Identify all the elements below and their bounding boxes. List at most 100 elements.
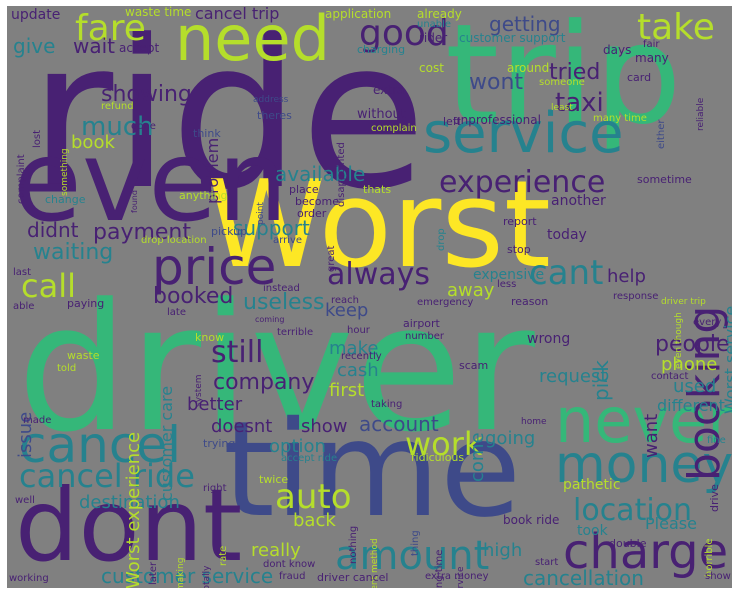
word-totally: totally <box>202 565 212 588</box>
word-long-time: long time <box>434 549 445 588</box>
word-many: many <box>635 51 669 65</box>
word-book-ride: book ride <box>503 513 560 527</box>
word-ridiculous: ridiculous <box>411 451 465 464</box>
word-option: option <box>269 436 326 457</box>
word-expensive: expensive <box>473 267 545 283</box>
word-keep: keep <box>325 300 369 321</box>
word-give: give <box>13 34 56 58</box>
word-need: need <box>175 6 330 75</box>
word-another: another <box>551 193 606 209</box>
word-place: place <box>289 183 319 196</box>
word-every: every <box>693 317 722 328</box>
word-please: Please <box>645 514 697 533</box>
word-stop: stop <box>507 243 531 256</box>
word-waiting: waiting <box>33 240 114 265</box>
word-worst-service: Worst service <box>721 305 732 414</box>
word-scam: scam <box>459 359 489 372</box>
word-make: make <box>329 338 379 359</box>
word-customer-support: customer support <box>459 31 566 45</box>
word-double: double <box>609 537 647 550</box>
word-much: much <box>81 112 154 142</box>
word-cancel-trip: cancel trip <box>195 6 280 23</box>
word-theres: theres <box>257 109 292 122</box>
word-complaint: complaint <box>16 154 27 204</box>
word-experience: experience <box>439 165 606 200</box>
word-rate: rate <box>218 545 229 566</box>
word-taking: taking <box>371 399 403 410</box>
word-accept-ride: accept ride <box>281 453 338 464</box>
word-still: still <box>211 335 264 370</box>
word-support: support <box>233 216 310 240</box>
word-lost: lost <box>32 129 43 148</box>
word-reliable: reliable <box>696 97 706 131</box>
word-available: available <box>275 162 366 186</box>
word-show: show <box>301 416 348 437</box>
word-high: high <box>483 540 523 561</box>
word-start: start <box>535 557 559 568</box>
word-around: around <box>507 61 550 75</box>
word-price: price <box>152 238 277 296</box>
word-terrible: terrible <box>277 327 314 338</box>
word-call: call <box>21 267 76 305</box>
word-told: told <box>57 363 77 374</box>
word-auto: auto <box>275 477 352 517</box>
word-cancel: cancel <box>19 416 181 474</box>
word-card: card <box>627 71 652 84</box>
word-used: used <box>673 376 717 397</box>
word-cash: cash <box>337 360 379 381</box>
word-report: report <box>503 215 537 228</box>
word-cost: cost <box>419 61 444 75</box>
word-getting: getting <box>489 12 561 36</box>
word-nothing: nothing <box>348 525 359 564</box>
word-address: address <box>253 95 289 105</box>
word-people: people <box>655 332 730 357</box>
word-didnt: didnt <box>27 218 79 242</box>
word-accept: accept <box>119 41 160 55</box>
word-able: able <box>13 301 35 312</box>
word-drop: drop <box>436 228 447 251</box>
word-want: want <box>641 413 662 458</box>
word-different: different <box>657 396 725 415</box>
word-fair: fair <box>643 39 660 50</box>
word-found: found <box>130 190 139 213</box>
word-worst: Worst <box>207 156 551 295</box>
word-point: point <box>256 202 266 225</box>
word-money: money <box>555 435 732 495</box>
word-driver-cancel: driver cancel <box>317 571 389 584</box>
word-extra-money: extra money <box>425 571 489 582</box>
word-thing: thing <box>410 530 421 556</box>
word-think: think <box>193 127 221 140</box>
word-customer-service: customer service <box>101 564 274 588</box>
word-wont: wont <box>469 70 524 95</box>
word-come: come <box>467 432 488 482</box>
word-become: become <box>295 195 340 208</box>
word-making: making <box>176 557 186 588</box>
word-pick: pick <box>589 360 613 401</box>
word-sometime: sometime <box>637 173 692 186</box>
word-order: order <box>297 207 327 220</box>
word-location: location <box>573 493 693 528</box>
word-book: book <box>71 132 115 153</box>
word-application: application <box>325 7 392 21</box>
word-today: today <box>547 227 587 243</box>
word-last: last <box>13 267 32 278</box>
word-airport: airport <box>403 317 440 330</box>
word-emergency: emergency <box>417 297 474 308</box>
word-unable: unable <box>417 19 452 30</box>
word-already: already <box>417 7 462 21</box>
word-know: know <box>195 331 225 344</box>
word-dont: dont <box>15 467 243 584</box>
word-going: going <box>485 428 536 449</box>
word-left: left <box>443 115 461 128</box>
word-took: took <box>577 523 608 539</box>
word-good: good <box>359 13 449 54</box>
word-service: service <box>423 101 624 166</box>
word-drop-location: drop location <box>141 235 207 246</box>
word-really: really <box>251 540 301 561</box>
word-contact: contact <box>651 371 689 382</box>
word-customer-care: customer care <box>157 385 176 501</box>
word-late: late <box>167 307 186 318</box>
word-charge: charge <box>563 524 729 580</box>
word-taxi: taxi <box>555 88 604 118</box>
word-help: help <box>607 266 646 287</box>
